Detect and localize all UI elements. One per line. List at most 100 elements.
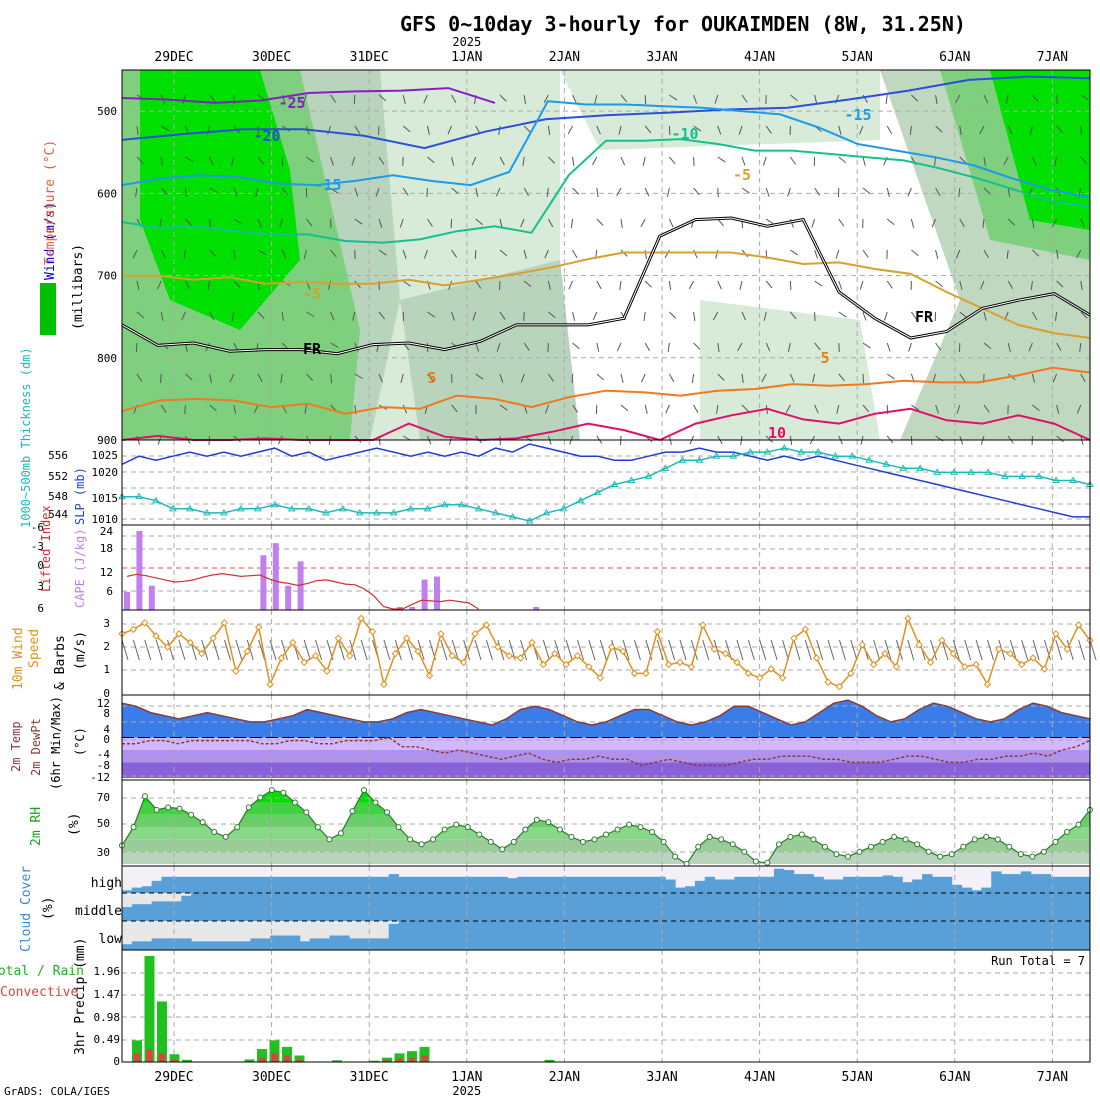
wind-speed-line-marker [233, 668, 239, 674]
rh-tick: 70 [97, 791, 110, 804]
wind-barb-10m [703, 640, 709, 660]
rh-marker [396, 825, 401, 830]
rh-marker [592, 837, 597, 842]
cloud-fill-high [932, 877, 942, 893]
contour-label: -15 [844, 106, 871, 124]
rh-marker [1076, 822, 1081, 827]
cloud-fill-high [557, 877, 567, 893]
date-label-bottom: 31DEC [350, 1070, 389, 1085]
wind-barb-10m [122, 640, 128, 660]
wind-barb-10m [760, 640, 766, 660]
cloud-fill-high [606, 877, 616, 893]
wind-speed-line-marker [825, 679, 831, 685]
cloud-fill-low [873, 921, 883, 950]
cloud-fill-middle [438, 893, 448, 921]
rh-marker [292, 800, 297, 805]
pressure-tick: 700 [97, 270, 117, 283]
precip-convective-bar [409, 1058, 415, 1062]
thickness-tick: 548 [48, 490, 68, 503]
rh-marker [650, 830, 655, 835]
contour-label: 5 [427, 369, 436, 387]
cloud-fill-high [685, 886, 695, 893]
cloud-fill-middle [487, 893, 497, 921]
rh-marker [615, 827, 620, 832]
cloud-fill-low [497, 921, 507, 950]
cloud-fill-middle [379, 893, 389, 921]
rh-marker [938, 854, 943, 859]
wind-speed-line-marker [677, 659, 683, 665]
cloud-middle-label: middle [75, 904, 122, 919]
wind-speed-line-marker [905, 615, 911, 621]
cloud-fill-low [1050, 921, 1060, 950]
wind-barb-10m [748, 640, 754, 660]
precip-convective-bar [147, 1049, 153, 1062]
cloud-fill-middle [853, 893, 863, 921]
cloud-fill-high [794, 874, 804, 893]
wind-speed-line-marker [438, 631, 444, 637]
rh-marker [604, 832, 609, 837]
contour-label: -25 [278, 94, 305, 112]
level-axis-label: (millibars) [71, 244, 86, 330]
cloud-fill-low [991, 921, 1001, 950]
year-label-top: 2025 [452, 35, 481, 49]
wind-speed-line-marker [666, 662, 672, 668]
cape-axis-label: CAPE (J/kg) [73, 529, 87, 608]
cloud-fill-middle [764, 893, 774, 921]
date-label-top: 4JAN [744, 50, 775, 65]
date-label-bottom: 30DEC [252, 1070, 291, 1085]
cloud-fill-high [912, 880, 922, 894]
cloud-fill-middle [883, 893, 893, 921]
cloud-fill-middle [260, 893, 270, 921]
cloud-fill-low [1080, 921, 1090, 950]
rh-marker [995, 837, 1000, 842]
rh-marker [915, 842, 920, 847]
cloud-fill-low [675, 921, 685, 950]
cloud-fill-high [616, 877, 626, 893]
cloud-fill-middle [1011, 893, 1021, 921]
rh-marker [465, 825, 470, 830]
cloud-fill-low [823, 921, 833, 950]
slp-tick: 1020 [92, 466, 119, 479]
cloud-fill-high [942, 877, 952, 893]
rh-band [122, 778, 1090, 803]
wind-speed-line-marker [381, 681, 387, 687]
cloud-fill-middle [399, 893, 409, 921]
cloud-fill-low [181, 938, 191, 950]
precip-convective-bar [272, 1053, 278, 1062]
cloud-fill-middle [892, 893, 902, 921]
rh-marker [742, 849, 747, 854]
cloud-fill-high [399, 877, 409, 893]
wind-barb-10m [794, 640, 800, 660]
cloud-fill-middle [586, 893, 596, 921]
cloud-fill-middle [211, 893, 221, 921]
cloud-fill-middle [665, 893, 675, 921]
legend-total-rain: Total / Rain [0, 964, 84, 979]
cloud-fill-low [507, 921, 517, 950]
cloud-fill-middle [152, 901, 162, 921]
cloud-fill-low [171, 938, 181, 950]
cloud-fill-middle [329, 893, 339, 921]
cloud-fill-middle [142, 904, 152, 921]
rh-legend-swatch [40, 283, 56, 335]
cloud-fill-middle [646, 893, 656, 921]
wind-barb-10m [1056, 640, 1062, 660]
rh-marker [765, 860, 770, 865]
cloud-fill-low [389, 924, 399, 950]
cloud-fill-middle [606, 893, 616, 921]
cloud-fill-middle [191, 893, 201, 921]
cloud-fill-low [952, 921, 962, 950]
cloud-fill-high [408, 877, 418, 893]
wind10m-label-3: & Barbs [53, 635, 68, 690]
wind-barb-10m [908, 640, 914, 660]
wind-barb-10m [589, 640, 595, 660]
wind-barb-10m [543, 640, 549, 660]
cloud-high-label: high [91, 876, 122, 891]
wind-barb-10m [634, 640, 640, 660]
date-label-bottom: 3JAN [646, 1070, 677, 1085]
rh-marker [984, 834, 989, 839]
date-label-top: 5JAN [842, 50, 873, 65]
rh-marker [200, 820, 205, 825]
cloud-fill-high [833, 880, 843, 894]
cloud-fill-high [675, 888, 685, 893]
cloud-fill-high [1011, 874, 1021, 893]
